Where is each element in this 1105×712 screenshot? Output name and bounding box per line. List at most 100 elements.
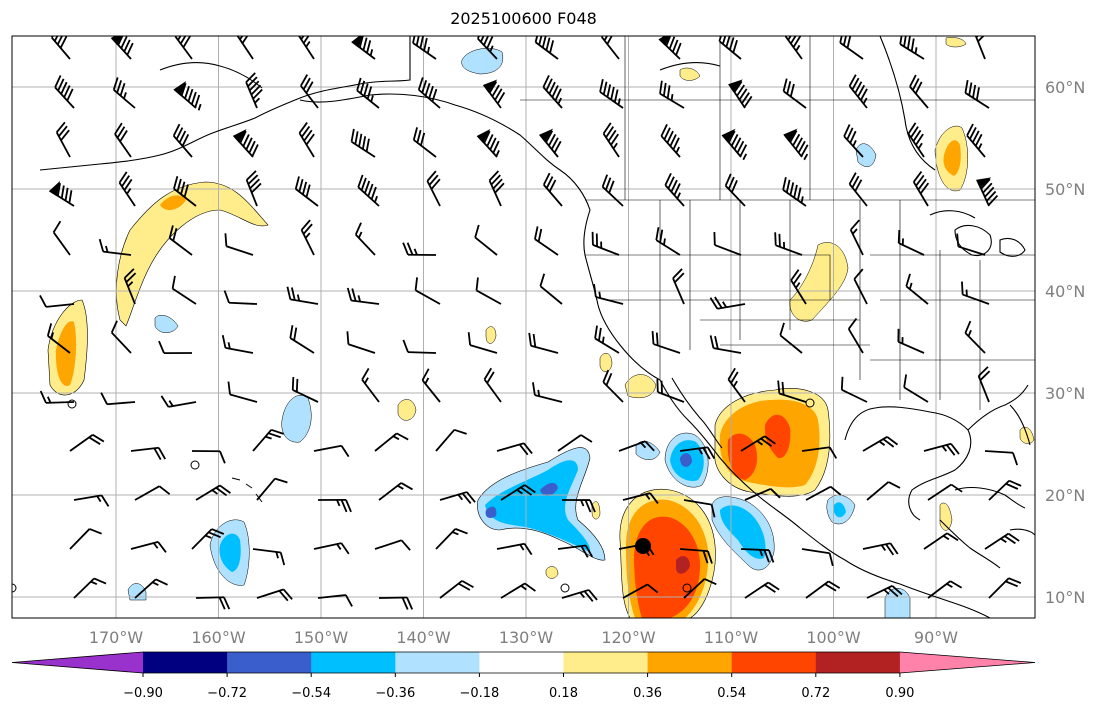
wind-barb [847,317,864,354]
wind-barb [69,528,102,550]
colorbar-segment [143,652,228,673]
colorbar-tick-label: 0.54 [717,686,746,701]
wind-barb [500,484,536,501]
wind-barb [256,588,293,602]
wind-barb [618,440,655,452]
wind-barb [300,219,315,256]
wind-barb [221,334,254,354]
colorbar [11,651,1036,674]
wind-barb [191,450,226,464]
wind-barb [561,589,598,602]
wind-barb [488,170,505,207]
wind-barb [73,494,110,507]
wind-barb [651,331,681,354]
wind-barb [51,36,71,60]
wind-barb [602,122,620,158]
wind-barb [539,273,563,305]
wind-barb [801,446,838,459]
colorbar-tick-label: −0.36 [375,686,415,701]
wind-barb [542,75,563,109]
colorbar-extend-min [12,652,143,673]
wind-barb [173,81,202,111]
latitude-label: 20°N [1045,486,1085,505]
longitude-label: 170°W [89,628,144,647]
map-frame [11,35,1036,619]
colorbar-segment [395,652,480,673]
longitude-label: 140°W [396,628,451,647]
wind-barb [112,77,136,109]
wind-barb [923,532,959,550]
wind-barb [709,296,746,310]
wind-barb [46,323,71,354]
positive-anomaly-region [624,374,657,399]
wind-barb [534,226,559,256]
wind-barb [500,582,536,599]
wind-barb [73,577,107,599]
negative-anomaly-region [154,315,179,333]
wind-barb [848,172,868,207]
wind-barb [39,295,75,308]
wind-barb [98,238,132,256]
colorbar-segment [815,652,901,673]
wind-barb [534,36,559,60]
wind-barb [110,36,134,60]
wind-barb [346,287,380,305]
wind-barb [134,485,171,501]
wind-barb [439,491,476,504]
wind-barb [593,284,624,305]
wind-barb [912,170,930,207]
wind-barb [354,222,376,256]
wind-barb [905,273,929,305]
wind-barb [988,577,1022,599]
wind-barb [69,433,105,452]
wind-barb [790,269,807,305]
wind-barb [594,325,620,354]
wind-barb [300,74,319,109]
wind-barb [591,231,620,256]
wind-barb [245,170,262,207]
wind-barb [350,128,376,158]
wind-barb [984,450,1019,466]
wind-barb [927,483,963,501]
colorbar-segment [479,652,564,673]
wind-barb [909,74,929,109]
wind-barb [622,583,659,599]
wind-barb [801,548,834,567]
wind-barb [378,596,414,610]
wind-barb [679,548,713,564]
wind-barb [289,325,315,354]
wind-barb [173,175,197,207]
wind-barb [191,528,225,550]
wind-barb [223,290,258,305]
colorbar-tick-label: 0.18 [549,686,578,701]
wind-barb [973,36,988,60]
wind-barb [866,481,901,501]
wind-barb [412,36,437,60]
wind-barb [236,36,254,60]
latitude-labels: 60°N 50°N 40°N 30°N 20°N 10°N [1045,78,1085,607]
wind-barb [158,340,193,355]
latitude-label: 50°N [1045,180,1085,199]
wind-barb [224,233,254,256]
wind-barb [528,332,559,354]
wind-barb [374,539,411,551]
wind-barb [378,482,413,501]
wind-barb [683,499,716,518]
wind-barb [866,585,903,599]
wind-barb [907,122,925,158]
wind-barb [840,376,868,403]
colorbar-tick-label: 0.90 [885,686,914,701]
wind-barb [602,369,624,403]
latitude-label: 10°N [1045,588,1085,607]
wind-barb [227,381,258,403]
wind-barb [783,128,809,161]
wind-barb [483,367,502,403]
wind-barb [777,380,807,403]
wind-barb [664,173,685,207]
wind-barb [402,339,437,354]
colorbar-tick-label: −0.18 [459,686,499,701]
wind-barb [168,225,193,256]
wind-barb [110,320,132,354]
longitude-label: 100°W [806,628,861,647]
wind-barb [361,367,380,403]
